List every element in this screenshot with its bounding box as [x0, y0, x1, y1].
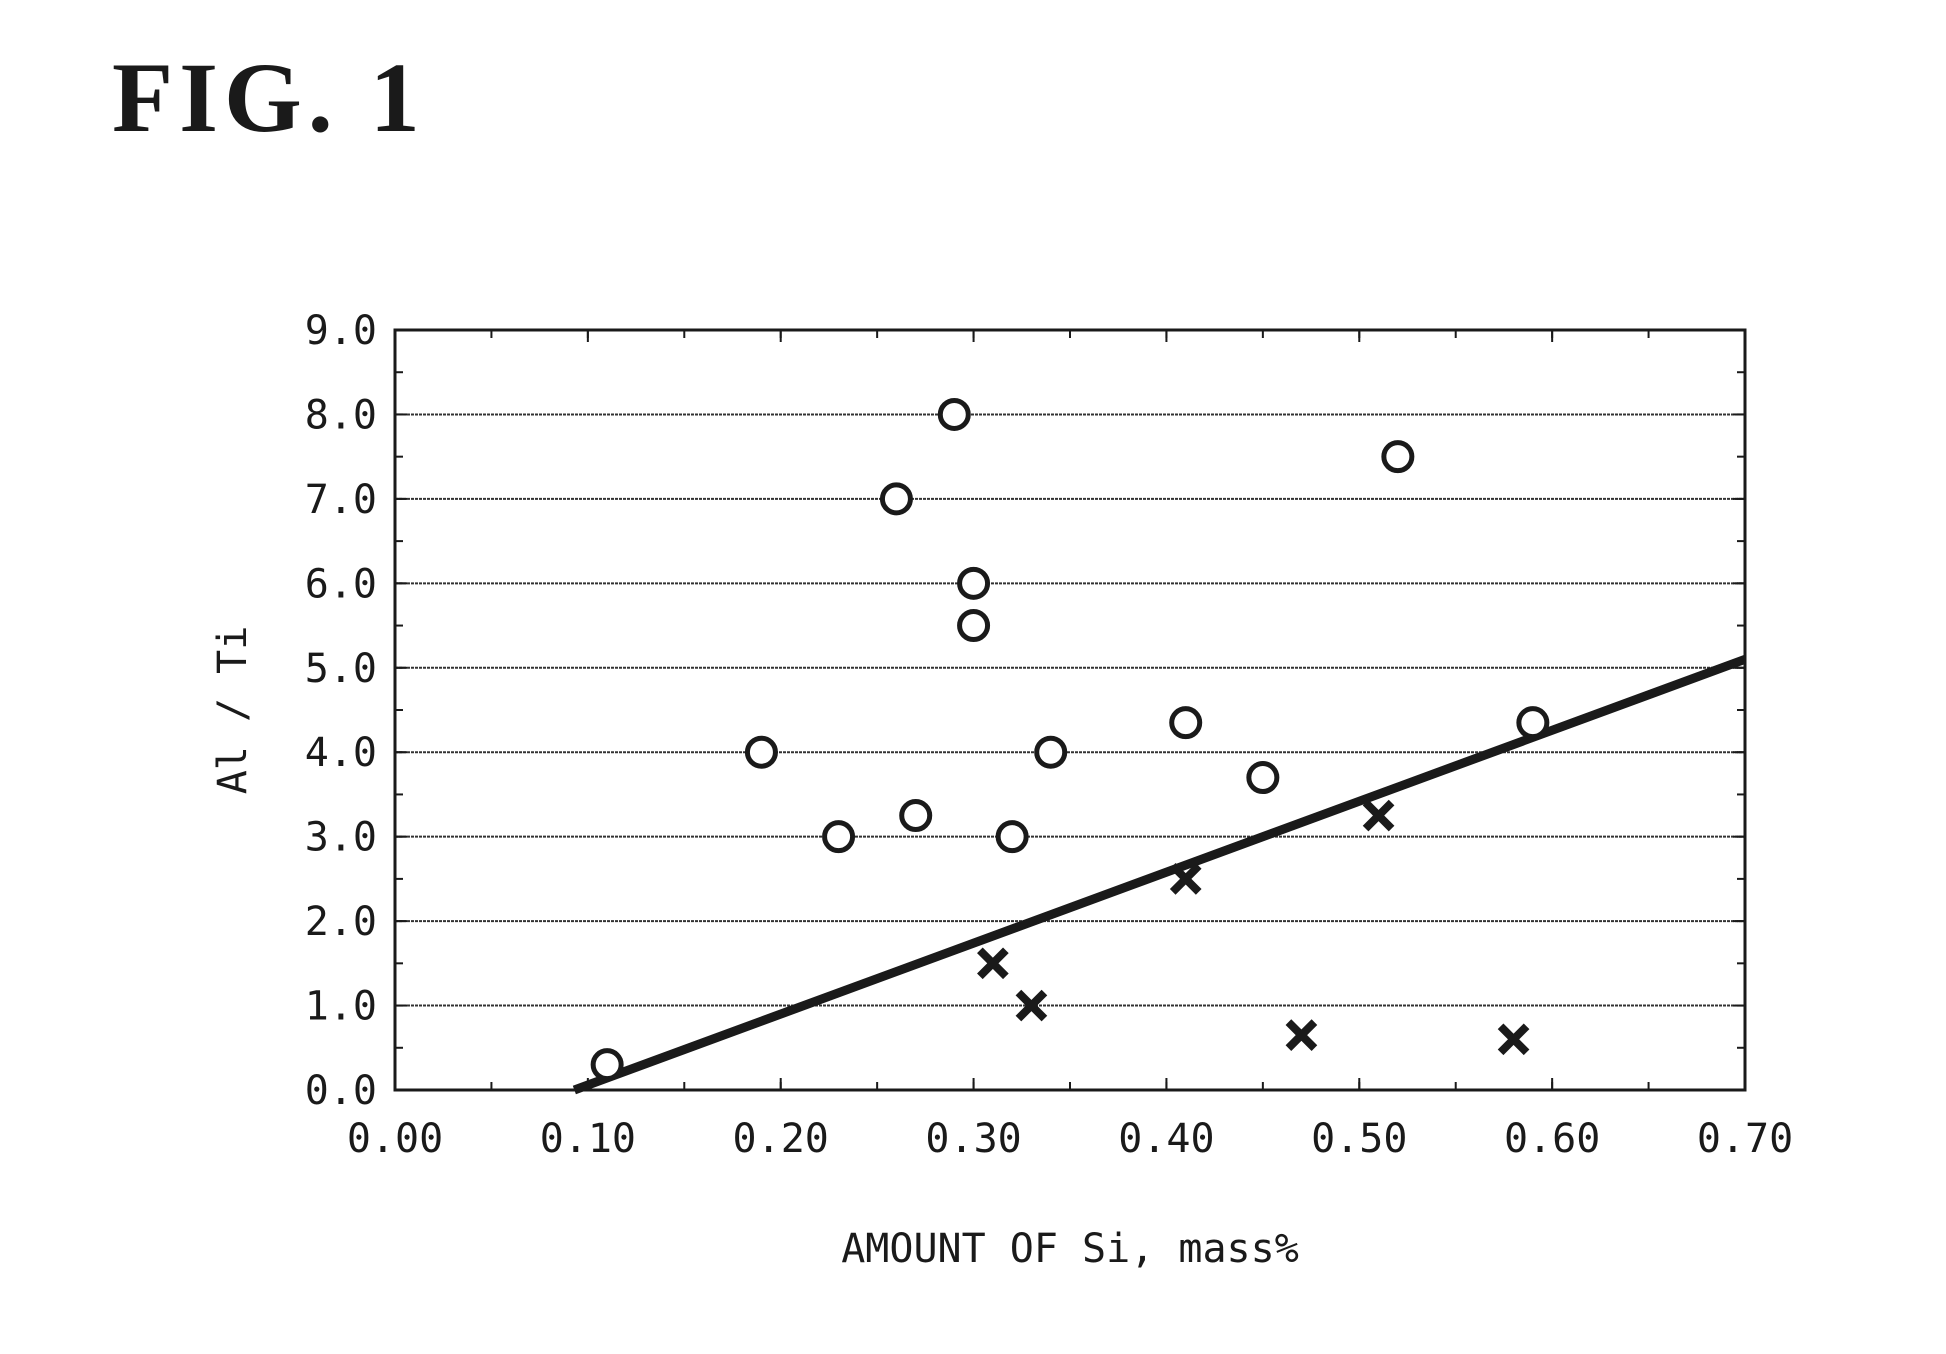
x-tick-label: 0.40: [1118, 1116, 1214, 1162]
x-tick-label: 0.50: [1311, 1116, 1407, 1162]
cross-marker: [1288, 1022, 1314, 1048]
x-tick-label: 0.70: [1697, 1116, 1793, 1162]
circle-marker: [1037, 738, 1065, 766]
x-tick-labels: 0.00 0.10 0.20 0.30 0.40 0.50 0.60 0.70: [347, 1116, 1793, 1162]
x-tick-label: 0.00: [347, 1116, 443, 1162]
y-tick-label: 2.0: [305, 899, 377, 945]
trend-line: [574, 659, 1745, 1090]
circle-marker: [960, 569, 988, 597]
circle-marker: [998, 823, 1026, 851]
x-tick-label: 0.10: [540, 1116, 636, 1162]
circle-marker: [882, 485, 910, 513]
data-points: [593, 400, 1547, 1078]
y-tick-labels: 0.0 1.0 2.0 3.0 4.0 5.0 6.0 7.0 8.0 9.0: [305, 308, 377, 1114]
circle-marker: [1172, 709, 1200, 737]
y-tick-label: 1.0: [305, 984, 377, 1030]
circle-marker: [593, 1051, 621, 1079]
y-tick-label: 5.0: [305, 646, 377, 692]
y-tick-label: 6.0: [305, 561, 377, 607]
y-tick-label: 8.0: [305, 392, 377, 438]
circle-marker: [825, 823, 853, 851]
x-tick-label: 0.30: [925, 1116, 1021, 1162]
y-axis-label: Al / Ti: [210, 626, 256, 795]
y-tick-label: 7.0: [305, 477, 377, 523]
cross-marker: [1366, 803, 1392, 829]
x-axis-label: AMOUNT OF Si, mass%: [841, 1226, 1299, 1272]
circle-marker: [1384, 443, 1412, 471]
y-tick-label: 4.0: [305, 730, 377, 776]
trend-line-segment: [574, 659, 1745, 1090]
x-tick-label: 0.60: [1504, 1116, 1600, 1162]
circle-marker: [902, 802, 930, 830]
x-tick-label: 0.20: [733, 1116, 829, 1162]
y-tick-label: 3.0: [305, 815, 377, 861]
y-tick-label: 9.0: [305, 308, 377, 354]
circle-marker: [1519, 709, 1547, 737]
circle-marker: [1249, 764, 1277, 792]
circle-marker: [960, 612, 988, 640]
cross-marker: [980, 950, 1006, 976]
cross-marker: [1501, 1026, 1527, 1052]
y-tick-label: 0.0: [305, 1068, 377, 1114]
circle-marker: [940, 400, 968, 428]
circle-marker: [747, 738, 775, 766]
